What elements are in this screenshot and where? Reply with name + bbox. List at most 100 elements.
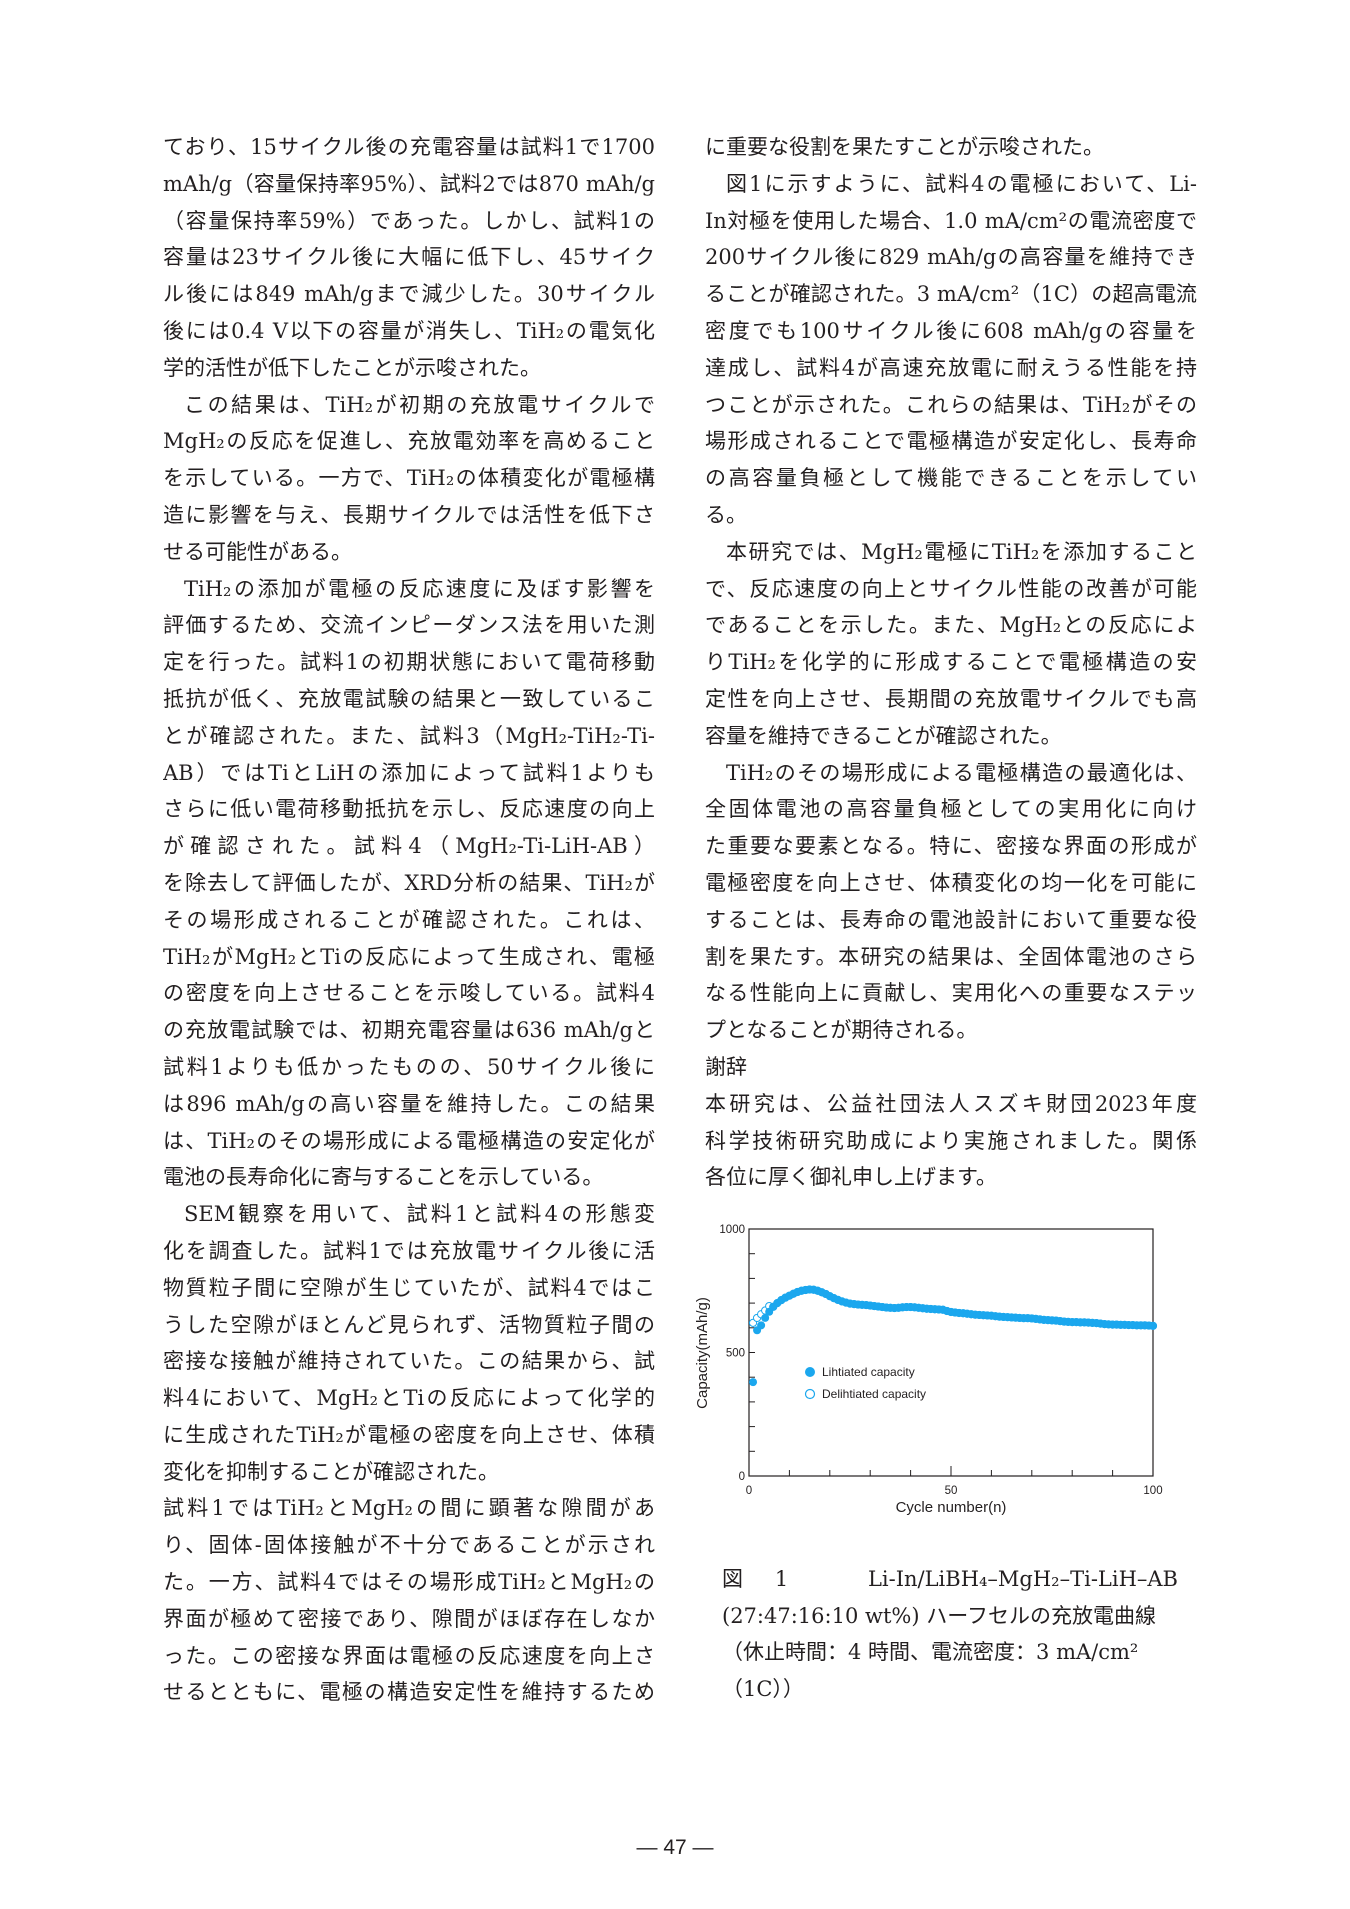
text-line: 学的活性が低下したことが示唆された。 xyxy=(163,355,541,380)
y-tick-label: 0 xyxy=(739,1471,745,1483)
text-line: 評価するため、交流インピーダンス法を用いた測 xyxy=(163,613,655,638)
text-line: つことが示された。これらの結果は、TiH₂がその xyxy=(705,392,1197,417)
text-line: 後には0.4 V以下の容量が消失し、TiH₂の電気化 xyxy=(163,318,655,343)
capacity-chart: 0 500 1000 0 50 100 Cycle number(n) Capacity(… xyxy=(694,1224,1163,1516)
x-tick-label: 100 xyxy=(1143,1485,1162,1497)
lithiated-point xyxy=(749,1378,758,1387)
x-tick-label: 50 xyxy=(945,1485,958,1497)
text-line: 本研究では、MgH₂電極にTiH₂を添加すること xyxy=(726,539,1197,564)
text-line: 達成し、試料4が高速充放電に耐えうる性能を持 xyxy=(705,355,1197,380)
text-line: に生成されたTiH₂が電極の密度を向上させ、体積 xyxy=(163,1422,655,1447)
caption-line: (27:47:16:10 wt%) ハーフセルの充放電曲線 xyxy=(722,1603,1156,1628)
y-axis-label: Capacity(mAh/g) xyxy=(694,1297,711,1409)
legend-open-circle-icon xyxy=(804,1388,816,1400)
left-column: ており、15サイクル後の充電容量は試料1で1700 mAh/g（容量保持率95%）… xyxy=(163,129,655,1711)
text-line: りTiH₂を化学的に形成することで電極構造の安 xyxy=(705,650,1197,675)
text-line: ることが確認された。3 mA/cm²（1C）の超高電流 xyxy=(705,282,1197,307)
text-line: った。この密接な界面は電極の反応速度を向上さ xyxy=(163,1643,655,1668)
text-line: の充放電試験では、初期充電容量は636 mAh/gと xyxy=(163,1018,655,1043)
chart-marks xyxy=(748,1285,1158,1387)
text-line: ており、15サイクル後の充電容量は試料1で1700 xyxy=(163,135,655,159)
paragraph: この結果は、TiH₂が初期の充放電サイクルで MgH₂の反応を促進し、充放電効率を… xyxy=(163,387,655,571)
text-line: であることを示した。また、MgH₂との反応によ xyxy=(705,613,1197,638)
text-line: AB）ではTiとLiHの添加によって試料1よりも xyxy=(163,760,655,785)
text-line: り、固体-固体接触が不十分であることが示され xyxy=(163,1533,655,1558)
acknowledgment-heading: 謝辞 xyxy=(705,1054,747,1079)
chart-legend: Lihtiated capacity Delihtiated capacity xyxy=(804,1365,926,1401)
text-line: mAh/g（容量保持率95%）、試料2では870 mAh/g xyxy=(163,171,655,196)
text-line: 電極密度を向上させ、体積変化の均一化を可能に xyxy=(705,870,1197,895)
text-line: 料4において、MgH₂とTiの反応によって化学的 xyxy=(163,1386,655,1411)
plot-frame xyxy=(748,1228,1154,1477)
text-line: なる性能向上に貢献し、実用化への重要なステッ xyxy=(705,981,1197,1006)
text-line: 物質粒子間に空隙が生じていたが、試料4ではこ xyxy=(163,1275,655,1300)
text-line: 変化を抑制することが確認された。 xyxy=(163,1459,499,1484)
text-line: SEM観察を用いて、試料1と試料4の形態変 xyxy=(184,1202,655,1227)
text-line: In対極を使用した場合、1.0 mA/cm²の電流密度で xyxy=(705,208,1197,233)
y-tick-label: 1000 xyxy=(719,1224,745,1236)
text-line: 場形成されることで電極構造が安定化し、長寿命 xyxy=(705,429,1197,454)
text-line: 密接な接触が維持されていた。この結果から、試 xyxy=(163,1349,655,1374)
text-line: る。 xyxy=(705,502,747,527)
text-line: することは、長寿命の電池設計において重要な役 xyxy=(705,907,1197,932)
text-line: とが確認された。また、試料3（MgH₂-TiH₂-Ti-LiH- xyxy=(163,723,655,748)
text-line: 割を果たす。本研究の結果は、全固体電池のさら xyxy=(705,944,1197,969)
text-line: せる可能性がある。 xyxy=(163,539,352,564)
text-line: 試料1よりも低かったものの、50サイクル後に xyxy=(163,1054,655,1079)
text-line: は896 mAh/gの高い容量を維持した。この結果 xyxy=(163,1091,655,1116)
paragraph: SEM観察を用いて、試料1と試料4の形態変化を調査した。試料1では充放電サイクル… xyxy=(163,1196,655,1490)
text-line: その場形成されることが確認された。これは、 xyxy=(163,907,655,932)
text-line: この結果は、TiH₂が初期の充放電サイクルで xyxy=(184,392,655,417)
text-line: 化を調査した。試料1では充放電サイクル後に活 xyxy=(163,1238,655,1263)
paragraph: TiH₂のその場形成による電極構造の最適化は、全固体電池の高容量負極としての実用… xyxy=(705,755,1197,1049)
lithiated-point xyxy=(1149,1321,1157,1330)
caption-line: （休止時間：4 時間、電流密度：3 mA/cm² xyxy=(722,1640,1139,1664)
text-line: せるとともに、電極の構造安定性を維持するため xyxy=(163,1680,655,1705)
text-line: 密度でも100サイクル後に608 mAh/gの容量を xyxy=(705,318,1197,343)
text-line: 科学技術研究助成により実施されました。関係 xyxy=(705,1128,1197,1153)
text-line: 試料1ではTiH₂とMgH₂の間に顕著な隙間があ xyxy=(163,1496,655,1521)
text-line: 各位に厚く御礼申し上げます。 xyxy=(705,1165,997,1190)
legend-label: Delihtiated capacity xyxy=(822,1387,926,1401)
text-line: 定性を向上させ、長期間の充放電サイクルでも高 xyxy=(705,686,1197,711)
text-line: MgH₂の反応を促進し、充放電効率を高めること xyxy=(163,429,655,454)
text-line: ル後には849 mAh/gまで減少した。30サイクル xyxy=(163,282,655,307)
paragraph: 本研究は、公益社団法人スズキ財団2023年度 科学技術研究助成により実施されました… xyxy=(705,1086,1197,1196)
text-line: 定を行った。試料1の初期状態において電荷移動 xyxy=(163,650,655,675)
text-line: を除去して評価したが、XRD分析の結果、TiH₂が xyxy=(163,870,655,895)
paragraph: 試料1ではTiH₂とMgH₂の間に顕著な隙間があ り、固体-固体接触が不十分である… xyxy=(163,1490,655,1711)
caption-line: （1C）） xyxy=(722,1676,804,1701)
text-line: プとなることが期待される。 xyxy=(705,1018,978,1043)
paragraph: 本研究では、MgH₂電極にTiH₂を添加することで、反応速度の向上とサイクル性能… xyxy=(705,534,1197,755)
text-line: た。一方、試料4ではその場形成TiH₂とMgH₂の xyxy=(163,1570,655,1595)
text-line: の密度を向上させることを示唆している。試料4 xyxy=(163,981,655,1006)
text-line: 全固体電池の高容量負極としての実用化に向け xyxy=(705,797,1197,822)
text-line: で、反応速度の向上とサイクル性能の改善が可能 xyxy=(705,576,1197,601)
text-line: た重要な要素となる。特に、密接な界面の形成が xyxy=(705,834,1197,859)
text-line: TiH₂の添加が電極の反応速度に及ぼす影響を xyxy=(184,576,655,601)
text-line: （容量保持率59%）であった。しかし、試料1の xyxy=(163,208,655,233)
y-tick-label: 500 xyxy=(726,1348,745,1360)
x-axis-label: Cycle number(n) xyxy=(896,1499,1007,1516)
text-line: 200サイクル後に829 mAh/gの高容量を維持でき xyxy=(705,245,1197,270)
text-line: 図1に示すように、試料4の電極において、Li- xyxy=(726,171,1197,196)
text-line: さらに低い電荷移動抵抗を示し、反応速度の向上 xyxy=(163,797,655,822)
paragraph: 図1に示すように、試料4の電極において、Li- In対極を使用した場合、1.0 m… xyxy=(705,166,1197,534)
text-line: は、TiH₂のその場形成による電極構造の安定化が xyxy=(163,1128,655,1153)
paragraph: TiH₂の添加が電極の反応速度に及ぼす影響を評価するため、交流インピーダンス法を… xyxy=(163,571,655,1197)
text-line: 容量を維持できることが確認された。 xyxy=(705,723,1062,748)
text-line: 造に影響を与え、長期サイクルでは活性を低下さ xyxy=(163,502,655,527)
text-line: 界面が極めて密接であり、隙間がほぼ存在しなか xyxy=(163,1606,655,1631)
text-line: うした空隙がほとんど見られず、活物質粒子間の xyxy=(163,1312,655,1337)
caption-line: 図 1 Li-In/LiBH₄–MgH₂–Ti-LiH–AB xyxy=(722,1567,1178,1591)
legend-filled-circle-icon xyxy=(805,1367,815,1377)
page-number: — 47 — xyxy=(636,1836,714,1859)
text-line: 本研究は、公益社団法人スズキ財団2023年度 xyxy=(705,1091,1197,1116)
text-line: 容量は23サイクル後に大幅に低下し、45サイク xyxy=(163,245,655,270)
text-line: TiH₂のその場形成による電極構造の最適化は、 xyxy=(726,760,1197,785)
text-line: を示している。一方で、TiH₂の体積変化が電極構 xyxy=(163,466,655,491)
lithiated-point xyxy=(761,1313,770,1322)
text-line: に重要な役割を果たすことが示唆された。 xyxy=(705,135,1104,159)
lithiated-point xyxy=(757,1321,766,1330)
text-line: の高容量負極として機能できることを示してい xyxy=(705,466,1197,491)
